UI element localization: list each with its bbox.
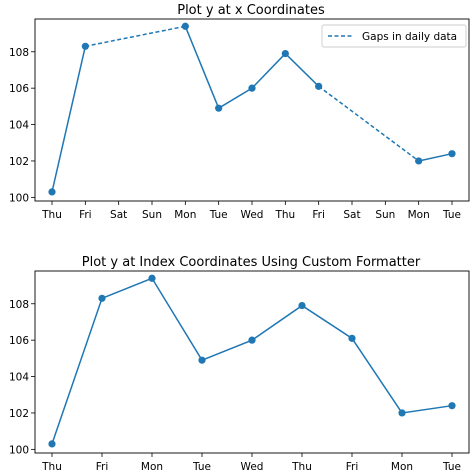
chart-top-ytick-label: 108 xyxy=(9,47,29,59)
chart-top-data-point xyxy=(448,150,456,158)
chart-top-ytick-label: 102 xyxy=(9,156,29,168)
chart-bottom-ytick-label: 102 xyxy=(9,408,29,420)
chart-bottom-series-line xyxy=(51,277,453,445)
chart-top-ytick-label: 106 xyxy=(9,83,29,95)
chart-bottom-series xyxy=(48,274,456,448)
chart-top-data-point xyxy=(248,84,256,92)
chart-top-xtick-label: Fri xyxy=(79,209,92,221)
chart-bottom-ytick-label: 106 xyxy=(9,335,29,347)
chart-top-legend: Gaps in daily data xyxy=(321,24,467,48)
chart-bottom-data-point xyxy=(248,336,256,344)
chart-top-line-segment xyxy=(218,87,253,109)
chart-top-xtick-label: Thu xyxy=(41,209,62,221)
chart-top-gap-segment xyxy=(85,25,186,48)
chart-top-ytick-label: 100 xyxy=(9,192,29,204)
chart-bottom-data-point xyxy=(48,440,56,448)
chart-top-xtick-label: Tue xyxy=(442,209,461,221)
chart-top-xtick-label: Thu xyxy=(274,209,295,221)
chart-top-xtick-label: Mon xyxy=(408,209,430,221)
chart-top-x-axis: Thu Fri Sat Sun Mon Tue Wed Thu Fri Sat Sun Mon Tue xyxy=(41,201,461,221)
chart-bottom-ytick-label: 100 xyxy=(9,444,29,456)
legend-gap-label: Gaps in daily data xyxy=(362,31,457,43)
chart-bottom-data-point xyxy=(198,356,206,364)
chart-bottom-ytick-label: 104 xyxy=(9,372,29,384)
chart-bottom-xtick-label: Mon xyxy=(391,461,413,473)
chart-bottom-xtick-label: Tue xyxy=(192,461,211,473)
chart-bottom-x-axis: Thu Fri Mon Tue Wed Thu Fri Mon Tue xyxy=(41,453,461,473)
chart-top-line-segment xyxy=(251,53,286,89)
chart-bottom-xtick-label: Wed xyxy=(241,461,264,473)
chart-bottom-xtick-label: Thu xyxy=(41,461,62,473)
chart-top: Plot y at x Coordinates 100102104106108 … xyxy=(9,3,470,221)
chart-top-line-segment xyxy=(184,25,220,109)
chart-top-title: Plot y at x Coordinates xyxy=(177,3,325,18)
chart-top-line-segment xyxy=(418,152,453,162)
chart-bottom-y-axis: 100 102 104 106 108 xyxy=(9,299,35,456)
chart-bottom-title: Plot y at Index Coordinates Using Custom… xyxy=(82,255,421,270)
legend-box xyxy=(321,24,467,48)
chart-bottom-xtick-label: Mon xyxy=(141,461,163,473)
chart-top-xtick-label: Sat xyxy=(343,209,360,221)
chart-bottom-data-point xyxy=(148,274,156,282)
chart-top-data-point xyxy=(215,104,223,112)
chart-top-line-segment xyxy=(51,46,87,193)
chart-top-data-point xyxy=(281,49,289,58)
chart-bottom-xtick-label: Thu xyxy=(291,461,312,473)
chart-top-data-point xyxy=(48,188,56,196)
chart-bottom-ytick-label: 108 xyxy=(9,299,29,311)
chart-top-xtick-label: Fri xyxy=(312,209,325,221)
chart-top-xtick-label: Wed xyxy=(241,209,264,221)
chart-top-gap-segment xyxy=(318,85,420,162)
chart-top-data-point xyxy=(415,157,423,165)
chart-bottom-xtick-label: Tue xyxy=(442,461,461,473)
chart-bottom-xtick-label: Fri xyxy=(346,461,359,473)
chart-bottom-data-point xyxy=(348,334,356,342)
chart-bottom-data-point xyxy=(98,294,106,302)
chart-top-data-point xyxy=(181,22,189,30)
chart-top-xtick-label: Sat xyxy=(110,209,127,221)
chart-top-xtick-label: Mon xyxy=(174,209,196,221)
chart-bottom-data-point xyxy=(298,301,306,310)
chart-bottom-data-point xyxy=(398,409,406,417)
chart-bottom-xtick-label: Fri xyxy=(96,461,109,473)
chart-top-xtick-label: Sun xyxy=(375,209,395,221)
chart-top-y-axis: 100 102 104 106 108 xyxy=(9,47,35,204)
chart-top-xtick-label: Sun xyxy=(142,209,162,221)
chart-bottom: Plot y at Index Coordinates Using Custom… xyxy=(9,255,470,473)
chart-top-ytick-label: 104 xyxy=(9,120,29,132)
chart-top-xtick-label: Tue xyxy=(209,209,228,221)
chart-top-series xyxy=(48,22,456,196)
chart-top-line-segment xyxy=(284,53,320,87)
chart-bottom-data-point xyxy=(448,402,456,410)
chart-top-data-point xyxy=(315,82,323,90)
chart-top-data-point xyxy=(81,42,89,50)
